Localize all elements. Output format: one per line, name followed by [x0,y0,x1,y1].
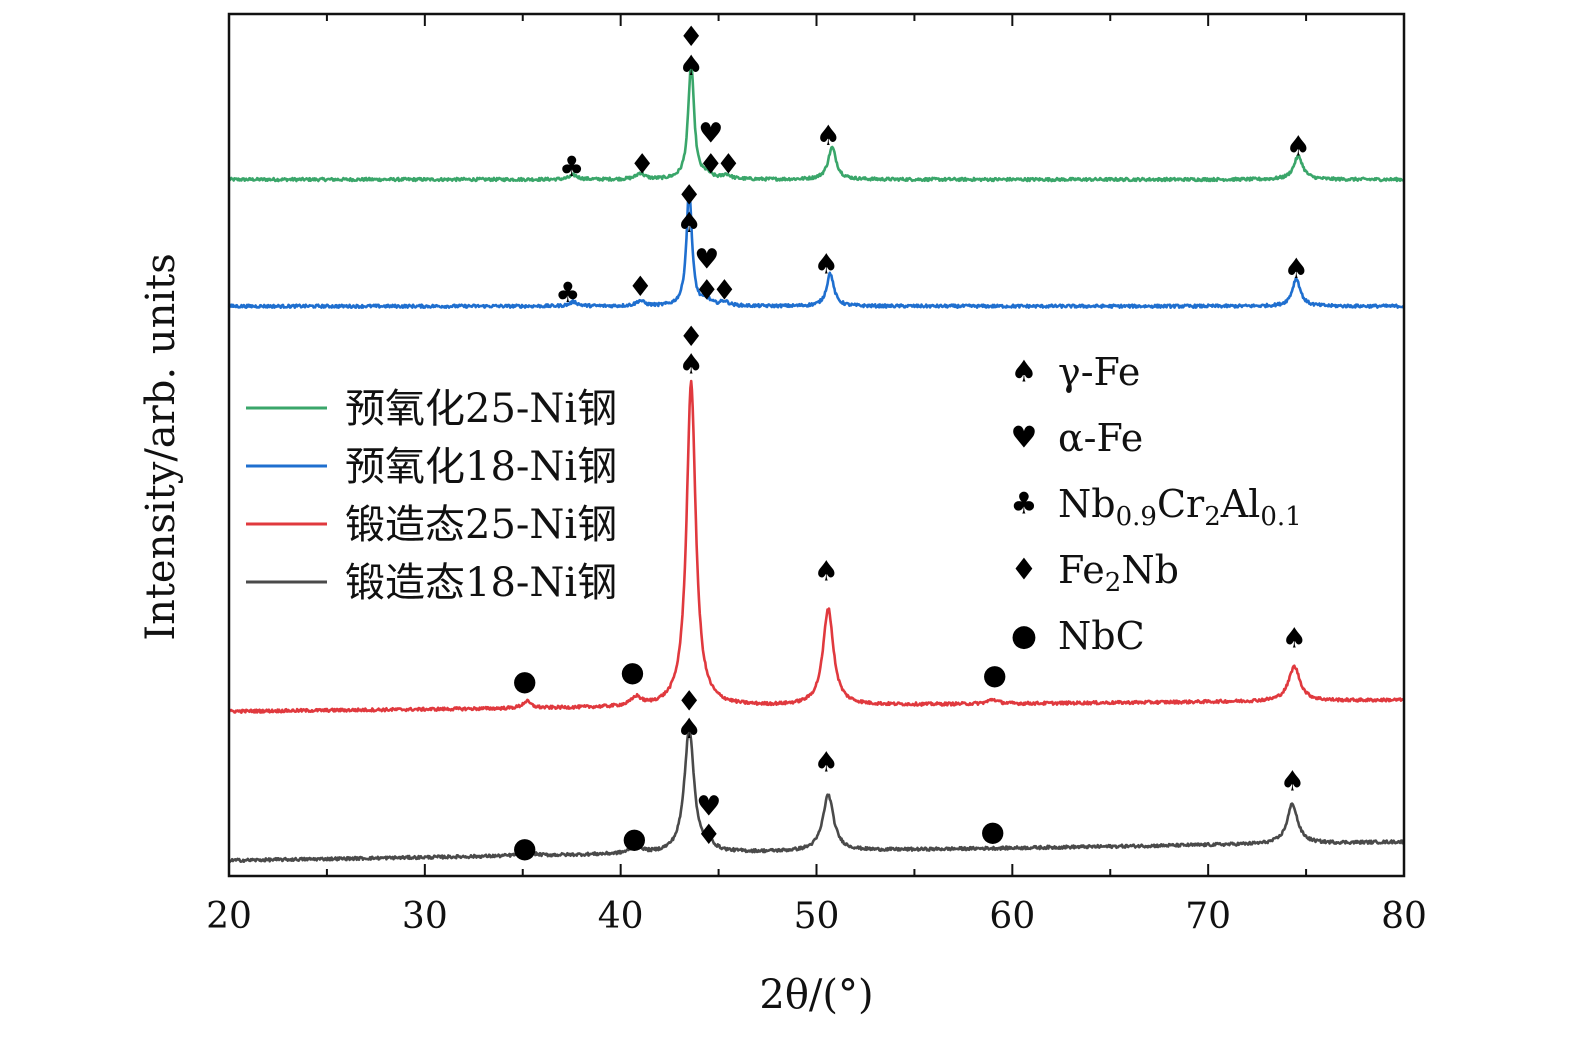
peak-markers-layer: ♦♠♣ ♦♥♦♦♠ ♠♦♠♣ ♦♥♦♦♠ ♠♦♠● ●♠●♠♦♠● ●♥♦♠●♠ [512,20,1310,864]
x-axis-title: 2θ/(°) [759,972,873,1018]
phase-symbol: ♥ [1011,421,1038,456]
peak-marker: ♣ [559,150,584,183]
x-tick-label: 60 [989,896,1035,937]
peak-marker: ● [622,822,646,855]
peak-marker: ♣ [555,276,580,309]
peak-marker: ♠ [679,49,704,82]
x-tick-label: 40 [598,896,644,937]
peak-marker: ♦ [677,685,702,718]
x-tick-label: 50 [794,896,840,937]
phase-symbol: ♠ [1011,355,1038,390]
legend-label: 预氧化18-Ni钢 [345,444,617,490]
peak-marker: ♦ [712,273,737,306]
phase-label: NbC [1058,614,1145,658]
x-tick-label: 80 [1381,896,1427,937]
peak-marker: ♠ [679,347,704,380]
phase-legend: ♠ γ-Fe ♥ α-Fe ♣ Nb0.9Cr2Al0.1 ♦ Fe2Nb ● NbC [1011,350,1302,658]
series-line-1 [227,189,1405,309]
peak-marker: ♦ [677,179,702,212]
peak-marker: ♦ [696,818,721,851]
x-tick-label: 30 [402,896,448,937]
series-line-0 [227,62,1405,183]
peak-marker: ♦ [716,147,741,180]
legend-label: 预氧化25-Ni钢 [345,386,617,432]
y-axis-title: Intensity/arb. units [138,253,184,640]
legend-label: 锻造态18-Ni钢 [345,560,617,606]
phase-label: Fe2Nb [1058,548,1179,598]
peak-marker: ♥ [698,116,723,149]
peak-marker: ♥ [694,242,719,275]
phase-symbol: ♦ [1011,553,1038,588]
peak-marker: ♦ [628,270,653,303]
phase-symbol: ♣ [1011,487,1038,522]
series-layer [227,62,1406,864]
x-tick-label: 20 [206,896,252,937]
phase-label: α-Fe [1058,416,1143,460]
peak-marker: ♠ [814,746,839,779]
peak-marker: ♠ [1282,622,1307,655]
peak-marker: ● [512,664,536,697]
peak-marker: ● [982,658,1006,691]
axis-ticks-layer: 20 30 40 50 60 70 80 [206,14,1427,937]
phase-symbol: ● [1011,619,1037,654]
peak-marker: ♥ [696,790,721,823]
peak-marker: ♦ [694,273,719,306]
legend-label: 锻造态25-Ni钢 [345,502,617,548]
peak-marker: ♦ [679,320,704,353]
peak-marker: ♠ [1280,765,1305,798]
peak-marker: ♠ [677,712,702,745]
series-line-2 [227,379,1406,714]
peak-marker: ♦ [679,20,704,53]
peak-marker: ♠ [816,119,841,152]
peak-marker: ● [620,655,644,688]
x-tick-label: 70 [1185,896,1231,937]
peak-marker: ♦ [630,147,655,180]
peak-marker: ♠ [814,247,839,280]
peak-marker: ♠ [1286,129,1311,162]
peak-marker: ♠ [814,554,839,587]
peak-marker: ♠ [677,206,702,239]
peak-marker: ♠ [1284,252,1309,285]
phase-label: γ-Fe [1058,350,1140,394]
peak-marker: ● [512,831,536,864]
series-line-3 [227,728,1406,864]
phase-label: Nb0.9Cr2Al0.1 [1058,482,1302,532]
peak-marker: ● [981,815,1005,848]
peak-marker: ♦ [698,147,723,180]
